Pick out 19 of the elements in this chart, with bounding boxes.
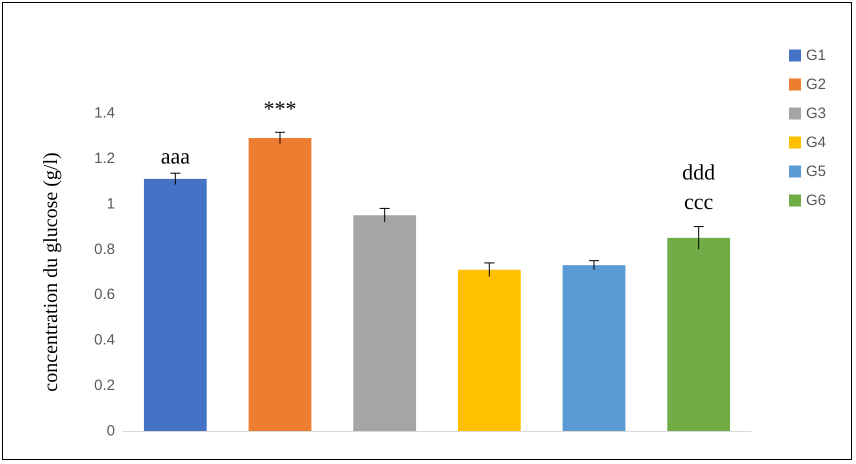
annotation: aaa <box>160 144 190 169</box>
legend-label: G3 <box>806 105 826 122</box>
annotation: ccc <box>684 189 714 214</box>
y-tick-label: 0 <box>106 422 115 440</box>
legend-label: G5 <box>806 163 826 180</box>
y-axis-title: concentration du glucose (g/l) <box>40 152 62 392</box>
y-tick-label: 0.8 <box>94 240 115 258</box>
y-tick-label: 0.6 <box>94 286 115 304</box>
legend-label: G4 <box>806 134 826 151</box>
y-tick-label: 0.2 <box>94 377 115 394</box>
annotation: *** <box>264 96 296 121</box>
y-tick-label: 1 <box>106 195 115 212</box>
y-tick-label: 1.2 <box>94 150 115 167</box>
legend-label: G2 <box>806 76 826 93</box>
legend-label: G1 <box>806 47 826 64</box>
legend-label: G6 <box>806 192 826 209</box>
y-tick-label: 0.4 <box>94 332 115 349</box>
y-tick-label: 1.4 <box>94 104 115 122</box>
annotation: ddd <box>682 160 716 185</box>
